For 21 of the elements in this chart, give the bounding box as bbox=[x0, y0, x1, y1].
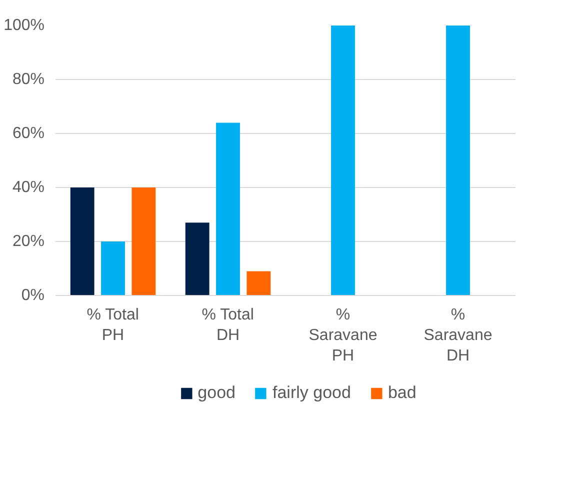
y-tick-label: 100% bbox=[4, 17, 44, 34]
y-tick-label: 60% bbox=[12, 125, 45, 142]
legend-label: good bbox=[198, 383, 236, 403]
bar bbox=[446, 26, 470, 296]
x-tick-label: % Saravane DH bbox=[424, 306, 492, 364]
x-tick-label: % Saravane PH bbox=[308, 306, 378, 364]
bar bbox=[331, 26, 355, 296]
bar bbox=[132, 188, 156, 296]
bar bbox=[216, 122, 240, 296]
x-tick-label: % Total PH bbox=[86, 306, 139, 344]
x-tick-label: % Total DH bbox=[202, 306, 254, 344]
y-tick-label: 40% bbox=[12, 179, 45, 196]
y-tick-label: 0% bbox=[21, 287, 44, 304]
bar bbox=[101, 242, 125, 296]
bar bbox=[246, 271, 271, 296]
y-tick-label: 20% bbox=[12, 233, 45, 250]
legend-label: fairly good bbox=[272, 383, 351, 403]
y-tick-label: 80% bbox=[12, 71, 45, 88]
bar bbox=[185, 222, 210, 296]
bar bbox=[70, 188, 94, 296]
legend-label: bad bbox=[388, 383, 416, 403]
